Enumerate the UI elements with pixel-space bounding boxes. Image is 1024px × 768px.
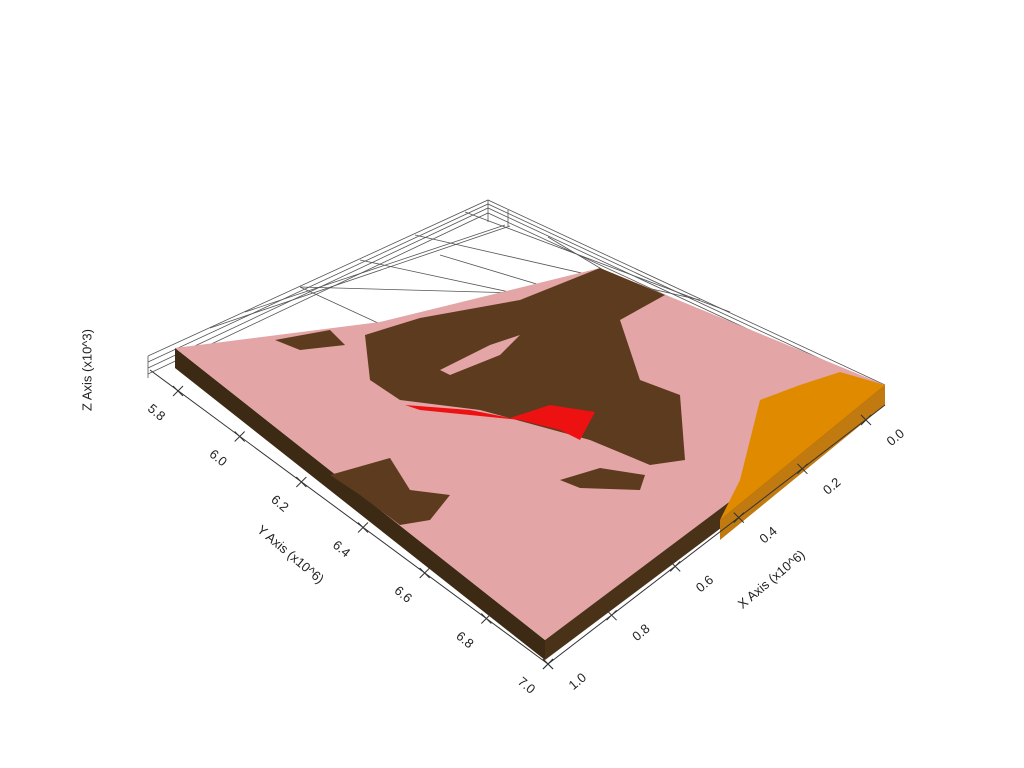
y-axis-title: Y Axis (x10^6) [254,522,327,586]
z-axis-title: Z Axis (x10^3) [79,329,94,411]
y-axis-line [149,369,549,665]
lake [440,335,520,375]
tick-mark [234,431,246,442]
tick-mark [419,567,431,579]
x-tick-label: 0.6 [693,572,716,595]
y-tick-label: 6.2 [268,492,291,515]
tick-mark [797,463,808,475]
formation-patch [330,458,450,525]
tick-mark [542,658,554,670]
tick-mark [357,522,369,533]
surface-base [175,268,885,640]
tick-mark [172,385,184,397]
y-tick-label: 6.8 [453,628,476,651]
x-tick-label: 0.2 [820,474,843,497]
tick-mark [860,414,872,426]
y-tick-label: 6.4 [330,537,353,560]
y-tick-label: 5.8 [145,401,168,424]
y-tick-label: 7.0 [515,674,538,697]
x-tick-label: 1.0 [566,670,589,693]
formation-patch [560,468,645,490]
tick-mark [669,561,681,572]
tick-mark [733,512,745,523]
y-tick-label: 6.6 [392,583,415,606]
formation-red [405,405,595,440]
x-tick-label: 0.8 [629,621,652,644]
formation-brown [365,268,685,465]
tick-mark [480,613,492,624]
y-tick-label: 6.0 [207,446,230,469]
formation-orange [720,372,885,520]
slab-side-orange [720,385,885,540]
tick-mark [606,609,617,621]
slab-side-left [175,348,545,660]
x-tick-label: 0.4 [756,523,779,546]
x-axis-line [547,404,886,665]
tick-mark [295,476,307,488]
x-axis-title: X Axis (x10^6) [735,547,808,612]
x-tick-label: 0.0 [884,426,907,449]
formation-patch [275,330,345,350]
